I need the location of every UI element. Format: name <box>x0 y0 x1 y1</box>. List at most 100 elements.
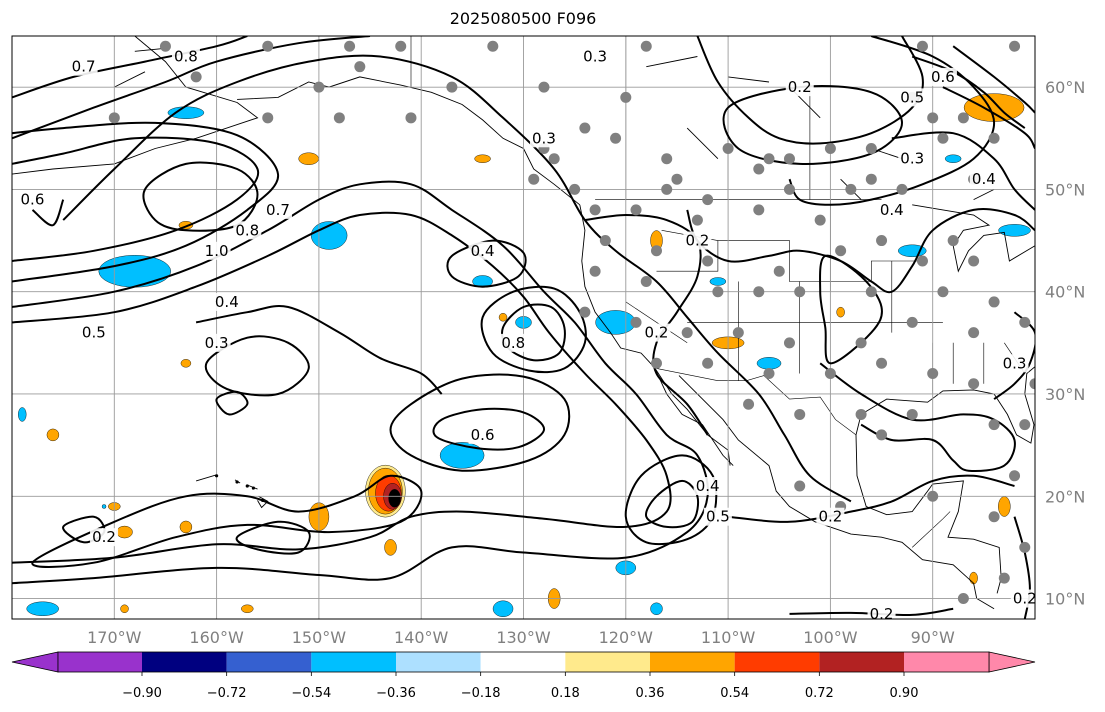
station-marker <box>589 265 601 277</box>
contour-label: 0.6 <box>928 67 957 86</box>
contour-label-text: 0.8 <box>501 334 525 352</box>
colorbar-tick-label: 0.90 <box>890 686 919 701</box>
station-marker <box>620 91 632 103</box>
contour-line <box>819 362 1016 472</box>
contour-line <box>993 311 1035 400</box>
station-marker <box>763 153 775 165</box>
station-marker <box>783 183 795 195</box>
station-marker <box>702 255 714 267</box>
contour-label-background <box>202 241 231 260</box>
positive-anomaly-area <box>998 496 1011 517</box>
contour-label: 0.6 <box>18 190 47 209</box>
longitude-label: 90°W <box>911 628 955 647</box>
contour-line <box>12 211 672 564</box>
contour-label-background <box>529 129 558 148</box>
contour-label-text: 0.8 <box>235 221 259 239</box>
island-marker <box>261 498 265 502</box>
contour-label: 0.8 <box>499 333 528 352</box>
station-marker <box>927 368 939 380</box>
contour-label: 0.8 <box>233 221 262 240</box>
station-marker <box>794 286 806 298</box>
station-marker <box>702 194 714 206</box>
station-marker <box>569 183 581 195</box>
longitude-label: 150°W <box>292 628 347 647</box>
contour-label-background <box>79 323 108 342</box>
colorbar-segment <box>480 652 566 672</box>
coastline-segment <box>855 366 1035 444</box>
contour-label-text: 0.8 <box>174 47 198 65</box>
contour-line <box>942 86 1035 150</box>
colorbar-tick-label: −0.90 <box>122 686 162 701</box>
station-marker <box>783 337 795 349</box>
contour-line <box>480 285 587 374</box>
station-marker <box>845 183 857 195</box>
colorbar-segment <box>226 652 312 672</box>
contour-label-background <box>785 78 814 97</box>
contour-label-text: 0.4 <box>696 477 720 495</box>
contour-line <box>12 180 709 585</box>
station-marker <box>865 143 877 155</box>
contour-line <box>624 454 718 546</box>
station-marker <box>937 286 949 298</box>
contour-label-background <box>693 477 722 496</box>
negative-anomaly-area <box>595 310 636 335</box>
contour-line <box>235 520 311 555</box>
station-marker <box>446 81 458 93</box>
station-marker <box>159 40 171 52</box>
latitude-label: 30°N <box>1045 385 1085 404</box>
contour-line <box>891 131 1035 211</box>
longitude-label: 110°W <box>701 628 756 647</box>
contour-label-text: 0.6 <box>471 426 495 444</box>
contour-label-text: 0.2 <box>788 78 812 96</box>
contour-label-background <box>499 333 528 352</box>
colorbar-extend-max <box>988 651 1036 673</box>
colorbar-segment <box>819 652 904 672</box>
contour-label-background <box>928 67 957 86</box>
contour-label-text: 0.2 <box>92 528 116 546</box>
latitude-label: 50°N <box>1045 180 1085 199</box>
contour-label: 0.4 <box>693 477 722 496</box>
contour-label: 0.4 <box>468 241 497 260</box>
station-marker <box>691 214 703 226</box>
station-marker <box>1029 378 1035 390</box>
coastline-segment <box>728 76 770 83</box>
station-marker <box>630 204 642 216</box>
contour-line <box>31 474 423 568</box>
contour-label-background <box>263 200 292 219</box>
colorbar-tick-label: 0.54 <box>720 686 749 701</box>
station-marker <box>753 286 765 298</box>
contour-label-background <box>703 507 732 526</box>
colorbar-tick-label: −0.72 <box>207 686 247 701</box>
contour-label-background <box>69 57 98 76</box>
coastline-segment <box>646 56 698 68</box>
contour-label-background <box>816 507 845 526</box>
border-segment <box>625 301 688 344</box>
contour-label-background <box>877 200 906 219</box>
positive-anomaly-area <box>836 306 845 318</box>
colorbar-tick-label: 0.72 <box>805 686 834 701</box>
contour-label-text: 0.2 <box>645 324 669 342</box>
contour-label: 0.2 <box>683 231 712 250</box>
negative-anomaly-area <box>709 277 727 286</box>
station-marker <box>262 40 274 52</box>
station-marker <box>579 122 591 134</box>
positive-anomaly-area <box>46 428 60 442</box>
latitude-label: 10°N <box>1045 590 1085 609</box>
island-marker <box>235 480 239 484</box>
station-marker <box>722 143 734 155</box>
contour-label: 0.2 <box>816 507 845 526</box>
station-marker <box>906 408 918 420</box>
station-marker <box>548 153 560 165</box>
coastline-segment <box>195 474 217 482</box>
contour-label-text: 0.5 <box>706 508 730 526</box>
contour-line <box>62 54 852 503</box>
station-marker <box>794 408 806 420</box>
coastline-segment <box>134 47 166 52</box>
station-marker <box>988 132 1000 144</box>
negative-anomaly-area <box>167 106 205 119</box>
positive-anomaly-area <box>298 152 319 165</box>
contour-line <box>389 373 571 472</box>
station-marker <box>876 429 888 441</box>
station-marker <box>855 337 867 349</box>
contour-line <box>432 407 545 451</box>
